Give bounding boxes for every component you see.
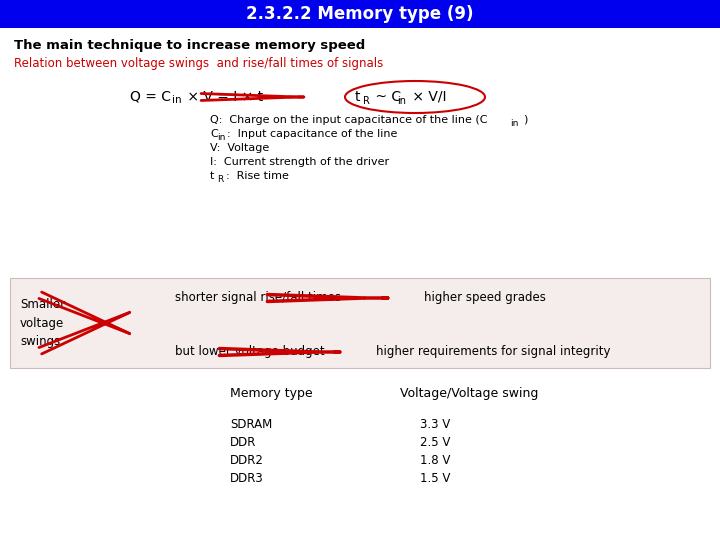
Text: R: R <box>217 174 223 184</box>
Text: Smaller
voltage
swings: Smaller voltage swings <box>20 299 65 348</box>
Bar <box>0 0 720 28</box>
Text: The main technique to increase memory speed: The main technique to increase memory sp… <box>14 39 365 52</box>
Text: in: in <box>397 96 406 106</box>
Text: in: in <box>217 132 225 141</box>
Text: :  Input capacitance of the line: : Input capacitance of the line <box>227 129 397 139</box>
Text: Voltage/Voltage swing: Voltage/Voltage swing <box>400 388 539 401</box>
Text: V:  Voltage: V: Voltage <box>210 143 269 153</box>
Text: :  Rise time: : Rise time <box>226 171 289 181</box>
Text: × V/I: × V/I <box>408 90 446 104</box>
Text: but lower voltage budget: but lower voltage budget <box>175 346 325 359</box>
Text: C: C <box>210 129 217 139</box>
Ellipse shape <box>345 81 485 113</box>
Text: DDR: DDR <box>230 435 256 449</box>
Text: in: in <box>510 118 518 127</box>
Text: I:  Current strength of the driver: I: Current strength of the driver <box>210 157 389 167</box>
Text: Memory type: Memory type <box>230 388 312 401</box>
Text: higher requirements for signal integrity: higher requirements for signal integrity <box>376 346 611 359</box>
Text: Q = C: Q = C <box>130 90 171 104</box>
Text: shorter signal rise/fall times: shorter signal rise/fall times <box>175 292 341 305</box>
Text: × V = I × t: × V = I × t <box>183 90 263 104</box>
Text: R: R <box>363 96 370 106</box>
Text: t: t <box>355 90 361 104</box>
Text: DDR2: DDR2 <box>230 454 264 467</box>
Text: 2.5 V: 2.5 V <box>420 435 451 449</box>
Bar <box>10 278 710 368</box>
Text: in: in <box>172 95 181 105</box>
Text: Q:  Charge on the input capacitance of the line (C: Q: Charge on the input capacitance of th… <box>210 115 487 125</box>
Text: SDRAM: SDRAM <box>230 417 272 430</box>
Text: ~ C: ~ C <box>371 90 401 104</box>
Text: 3.3 V: 3.3 V <box>420 417 450 430</box>
Text: ): ) <box>523 115 527 125</box>
Text: t: t <box>210 171 215 181</box>
Text: 2.3.2.2 Memory type (9): 2.3.2.2 Memory type (9) <box>246 5 474 23</box>
Text: higher speed grades: higher speed grades <box>424 292 546 305</box>
Text: Relation between voltage swings  and rise/fall times of signals: Relation between voltage swings and rise… <box>14 57 383 70</box>
Text: 1.5 V: 1.5 V <box>420 471 451 484</box>
Text: DDR3: DDR3 <box>230 471 264 484</box>
Text: 1.8 V: 1.8 V <box>420 454 451 467</box>
